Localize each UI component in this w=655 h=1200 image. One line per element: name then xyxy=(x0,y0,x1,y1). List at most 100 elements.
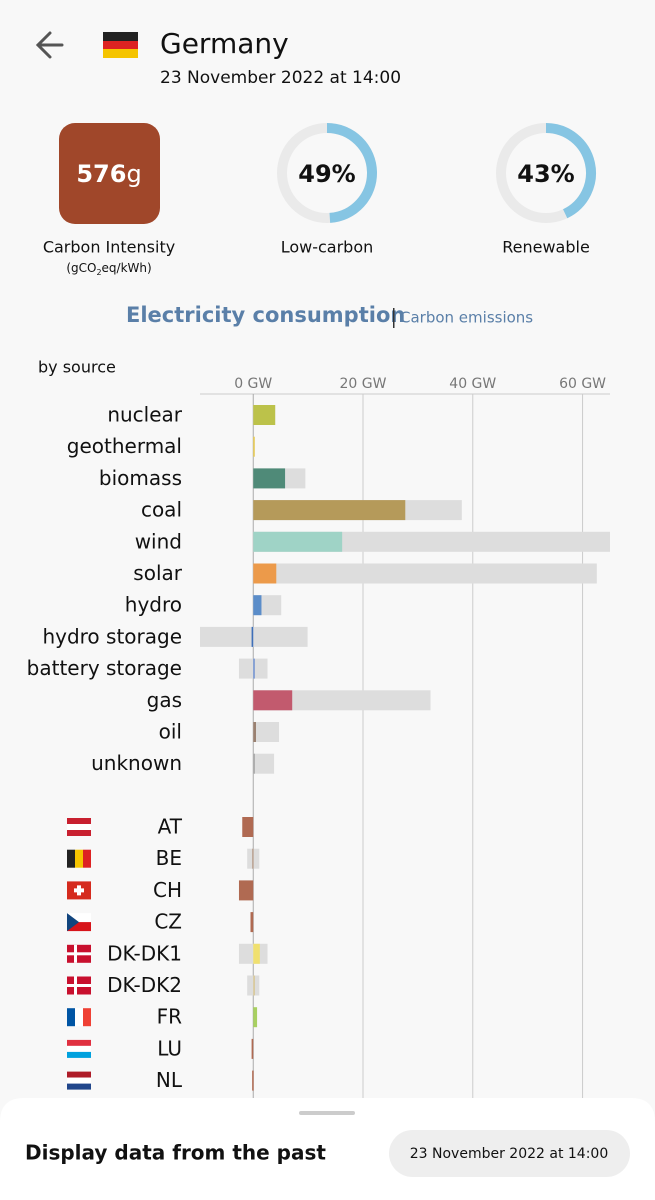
production-bar xyxy=(238,880,254,901)
production-bar xyxy=(253,1007,258,1028)
category-label: battery storage xyxy=(27,656,182,680)
category-label: gas xyxy=(147,688,182,712)
donut-arc xyxy=(326,123,377,223)
flag-stripe xyxy=(67,818,91,824)
production-bar xyxy=(253,563,277,584)
category-label: CZ xyxy=(154,910,182,934)
tab-inactive[interactable]: Carbon emissions xyxy=(400,309,533,327)
flag-stripe xyxy=(67,1039,91,1046)
flag-stripe xyxy=(67,849,75,868)
flag-icon xyxy=(67,913,91,932)
datetime: 23 November 2022 at 14:00 xyxy=(160,68,401,88)
category-label: solar xyxy=(133,561,182,585)
production-bar xyxy=(252,1070,254,1091)
production-bar xyxy=(253,595,262,616)
flag-stripe xyxy=(83,1008,91,1027)
flag-stripe xyxy=(75,849,83,868)
donut-label: Renewable xyxy=(502,238,590,257)
production-bar xyxy=(253,436,255,457)
flag-icon xyxy=(67,944,91,963)
flag-icon xyxy=(67,1008,91,1027)
production-bar xyxy=(253,500,406,521)
category-label: FR xyxy=(157,1005,183,1029)
flag-stripe xyxy=(67,1083,91,1090)
x-tick-label: 20 GW xyxy=(340,376,387,392)
x-tick-label: 60 GW xyxy=(559,376,606,392)
production-bar xyxy=(253,975,255,996)
category-label: BE xyxy=(156,846,182,870)
flag-stripe xyxy=(67,824,91,830)
production-bar xyxy=(253,690,293,711)
production-bar xyxy=(253,531,343,552)
category-label: geothermal xyxy=(67,434,182,458)
flag-triangle xyxy=(67,913,79,932)
category-label: CH xyxy=(153,878,182,902)
flag-icon xyxy=(67,881,91,900)
production-bar xyxy=(251,626,254,647)
date-picker[interactable] xyxy=(389,1130,630,1177)
flag-icon xyxy=(67,818,91,836)
carbon-intensity-label: Carbon Intensity xyxy=(43,238,175,257)
flag-stripe xyxy=(83,849,91,868)
carbon-intensity-unit: (gCO2eq/kWh) xyxy=(66,261,151,277)
back-button[interactable] xyxy=(35,31,64,59)
category-label: coal xyxy=(141,498,182,522)
category-label: DK-DK1 xyxy=(107,941,182,965)
flag-cross xyxy=(67,984,91,987)
capacity-bar xyxy=(253,753,275,774)
chart-subtitle: by source xyxy=(38,358,116,377)
flag-stripe xyxy=(67,922,91,932)
production-bar xyxy=(253,722,256,742)
flag-stripe xyxy=(67,1071,91,1078)
sheet-title: Display data from the past xyxy=(25,1141,326,1165)
flag-stripe xyxy=(67,1045,91,1052)
flag-cross xyxy=(74,885,84,896)
flag-stripe xyxy=(67,1077,91,1084)
production-bar xyxy=(253,753,255,774)
capacity-bar xyxy=(253,690,431,711)
country-name: Germany xyxy=(160,27,289,60)
donut-value: 49% xyxy=(298,160,355,188)
category-label: LU xyxy=(157,1036,182,1060)
flag-icon xyxy=(67,849,91,868)
flag-stripe xyxy=(67,1051,91,1058)
country-flag xyxy=(103,32,138,58)
carbon-intensity-box xyxy=(59,123,160,224)
production-bar xyxy=(253,658,255,679)
category-label: biomass xyxy=(99,466,182,490)
category-label: DK-DK2 xyxy=(107,973,182,997)
sheet-handle[interactable] xyxy=(299,1111,355,1115)
flag-cross xyxy=(67,952,91,956)
x-tick-label: 0 GW xyxy=(234,376,272,392)
flag-stripe xyxy=(67,830,91,836)
tab-active[interactable]: Electricity consumption xyxy=(126,303,405,327)
category-label: wind xyxy=(135,529,182,553)
category-label: oil xyxy=(159,720,182,744)
donut-arc xyxy=(545,123,596,219)
flag-stripe xyxy=(75,1008,83,1027)
capacity-bar xyxy=(200,626,308,647)
category-label: nuclear xyxy=(107,403,182,427)
flag-stripe xyxy=(67,913,91,923)
flag-icon xyxy=(67,1039,91,1058)
category-label: NL xyxy=(156,1068,183,1092)
flag-icon xyxy=(67,976,91,995)
flag-stripe xyxy=(67,1008,75,1027)
date-picker-label: 23 November 2022 at 14:00 xyxy=(410,1146,609,1162)
carbon-intensity-value: 576g xyxy=(76,160,141,188)
donut-value: 43% xyxy=(517,160,574,188)
capacity-bar xyxy=(253,722,280,742)
category-label: hydro xyxy=(125,593,182,617)
capacity-bar xyxy=(253,563,597,584)
production-bar xyxy=(253,943,260,964)
category-label: hydro storage xyxy=(42,624,182,648)
production-bar xyxy=(250,912,254,933)
production-bar xyxy=(252,848,254,869)
production-bar xyxy=(251,1038,254,1059)
x-tick-label: 40 GW xyxy=(449,376,496,392)
production-bar xyxy=(242,817,254,837)
tab-separator xyxy=(393,308,395,328)
capacity-bar xyxy=(253,531,610,552)
